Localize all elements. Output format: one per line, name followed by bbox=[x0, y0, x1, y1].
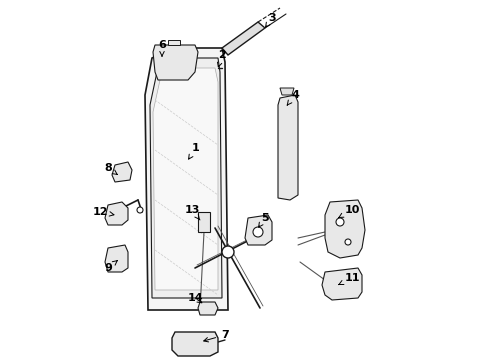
Circle shape bbox=[336, 218, 344, 226]
Polygon shape bbox=[278, 95, 298, 200]
Polygon shape bbox=[112, 162, 132, 182]
Text: 10: 10 bbox=[339, 205, 360, 217]
Text: 8: 8 bbox=[104, 163, 117, 175]
Polygon shape bbox=[105, 245, 128, 272]
Text: 7: 7 bbox=[204, 330, 229, 342]
Text: 6: 6 bbox=[158, 40, 166, 56]
Polygon shape bbox=[150, 58, 222, 298]
Polygon shape bbox=[105, 202, 128, 225]
Circle shape bbox=[345, 239, 351, 245]
Text: 3: 3 bbox=[266, 13, 276, 27]
Circle shape bbox=[222, 246, 234, 258]
Text: 12: 12 bbox=[92, 207, 114, 217]
Text: 5: 5 bbox=[259, 213, 269, 227]
Circle shape bbox=[137, 207, 143, 213]
Text: 2: 2 bbox=[218, 50, 226, 67]
Polygon shape bbox=[280, 88, 294, 95]
Text: 14: 14 bbox=[187, 293, 203, 303]
Circle shape bbox=[253, 227, 263, 237]
Text: 13: 13 bbox=[184, 205, 200, 220]
Polygon shape bbox=[172, 332, 218, 356]
Text: 9: 9 bbox=[104, 261, 117, 273]
Polygon shape bbox=[198, 302, 218, 315]
Polygon shape bbox=[245, 215, 272, 245]
Polygon shape bbox=[222, 22, 265, 55]
Polygon shape bbox=[322, 268, 362, 300]
Polygon shape bbox=[153, 45, 198, 80]
Text: 4: 4 bbox=[287, 90, 299, 105]
Text: 11: 11 bbox=[339, 273, 360, 285]
Polygon shape bbox=[145, 48, 228, 310]
Polygon shape bbox=[168, 40, 180, 45]
Polygon shape bbox=[153, 68, 218, 290]
Text: 1: 1 bbox=[189, 143, 200, 159]
Polygon shape bbox=[198, 212, 210, 232]
Polygon shape bbox=[325, 200, 365, 258]
